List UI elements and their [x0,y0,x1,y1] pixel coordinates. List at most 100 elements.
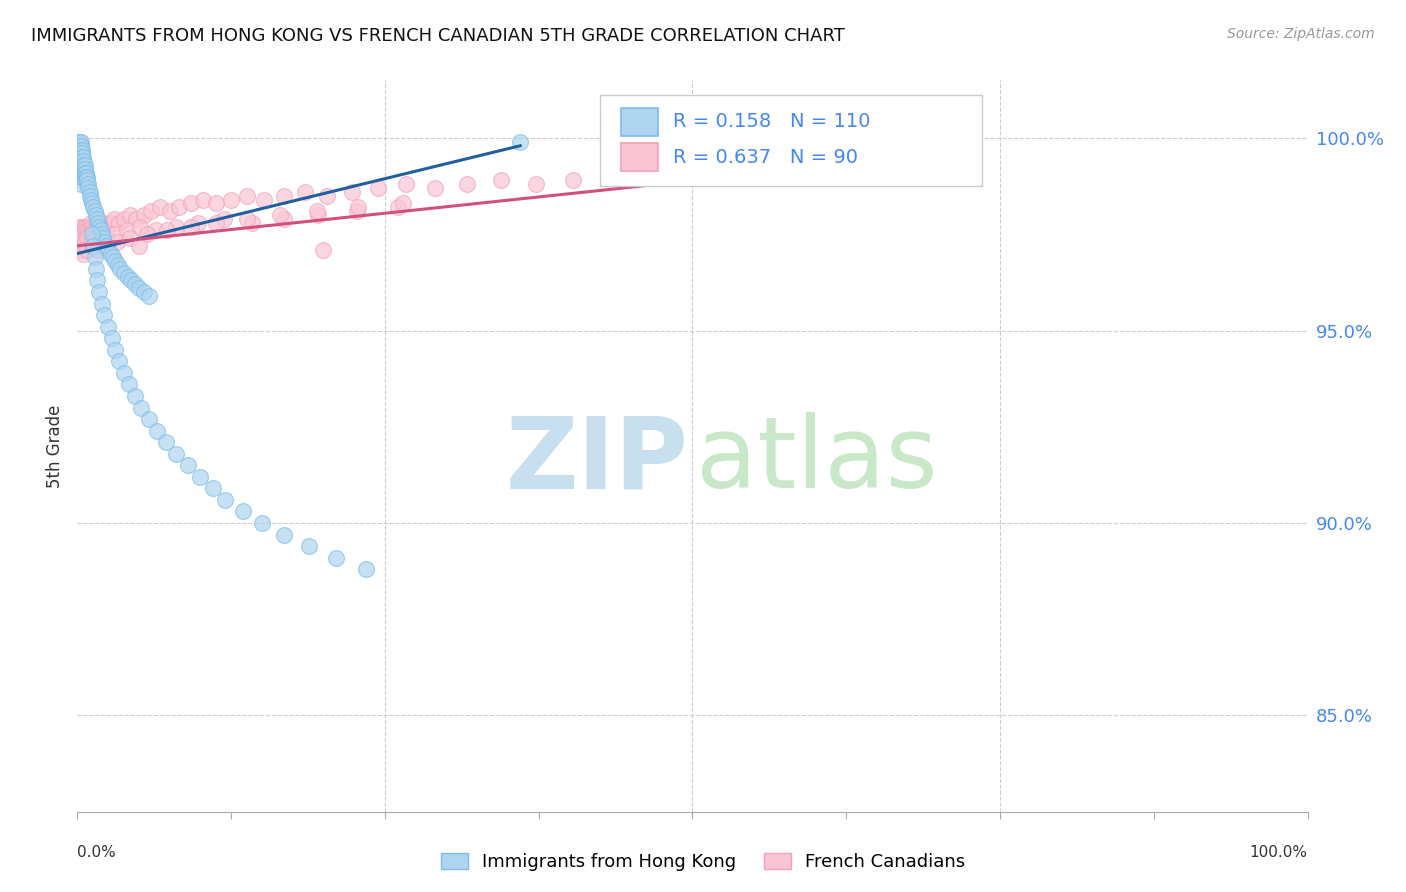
Point [67,146,90,161]
Point [86,211,108,226]
Point [70,223,93,237]
Point [94,239,117,253]
Text: R = 0.158   N = 110: R = 0.158 N = 110 [673,112,870,131]
Point [101,251,124,265]
Point [70,150,93,164]
Point [107,258,129,272]
Point [83,204,105,219]
Y-axis label: 5th Grade: 5th Grade [46,404,65,488]
Point [89,285,111,299]
Point [236,211,259,226]
Point [72,158,94,172]
Point [129,219,152,234]
Point [76,243,98,257]
Text: atlas: atlas [696,412,938,509]
Point [70,239,93,253]
Point [83,251,105,265]
Point [70,243,93,257]
Point [273,211,295,226]
Text: 0.0%: 0.0% [77,845,117,860]
Text: 100.0%: 100.0% [1250,845,1308,860]
Point [70,169,93,184]
Point [145,223,167,237]
Point [91,216,114,230]
Point [273,527,295,541]
Point [103,211,125,226]
Point [273,188,295,202]
Point [82,200,104,214]
Point [643,166,665,180]
Point [180,219,202,234]
Point [115,223,138,237]
Point [84,261,107,276]
Point [165,219,187,234]
Point [69,158,91,172]
Point [70,143,93,157]
Point [82,219,104,234]
Text: IMMIGRANTS FROM HONG KONG VS FRENCH CANADIAN 5TH GRADE CORRELATION CHART: IMMIGRANTS FROM HONG KONG VS FRENCH CANA… [31,27,845,45]
Point [69,135,91,149]
Point [240,216,263,230]
Point [395,178,418,192]
Point [149,200,172,214]
Point [76,169,98,184]
Point [118,377,141,392]
Point [308,208,330,222]
Point [316,188,339,202]
Point [159,204,181,219]
Point [75,223,97,237]
Point [101,331,124,345]
Point [82,227,104,242]
Point [132,208,155,222]
Point [76,219,98,234]
Point [70,146,93,161]
Point [253,193,276,207]
Point [67,150,90,164]
Point [77,181,100,195]
Point [75,169,97,184]
Point [100,216,122,230]
Point [165,447,187,461]
Legend: Immigrants from Hong Kong, French Canadians: Immigrants from Hong Kong, French Canadi… [433,846,973,879]
Point [187,216,209,230]
Point [72,246,94,260]
Point [90,219,112,234]
Point [108,354,131,368]
Point [138,289,160,303]
Point [141,204,163,219]
Point [75,173,97,187]
Point [70,169,93,184]
Point [70,166,93,180]
Point [80,193,103,207]
Point [77,223,100,237]
Bar [621,108,658,136]
Point [82,196,104,211]
Point [87,216,110,230]
Point [70,143,93,157]
Point [79,188,101,202]
Point [201,481,224,495]
Point [105,235,128,249]
Point [120,231,142,245]
Point [602,169,624,184]
Point [70,219,93,234]
Point [112,366,135,380]
Point [128,281,150,295]
Point [73,235,96,249]
Point [69,219,91,234]
Point [294,185,316,199]
Point [128,239,150,253]
Point [298,539,321,553]
Point [69,161,91,176]
Point [138,412,160,426]
Point [90,223,112,237]
Point [93,235,115,249]
Point [214,492,236,507]
Point [212,211,235,226]
Point [136,227,159,242]
Point [562,173,585,187]
Point [70,161,93,176]
Point [188,470,212,484]
Point [104,227,127,242]
Point [129,401,153,415]
